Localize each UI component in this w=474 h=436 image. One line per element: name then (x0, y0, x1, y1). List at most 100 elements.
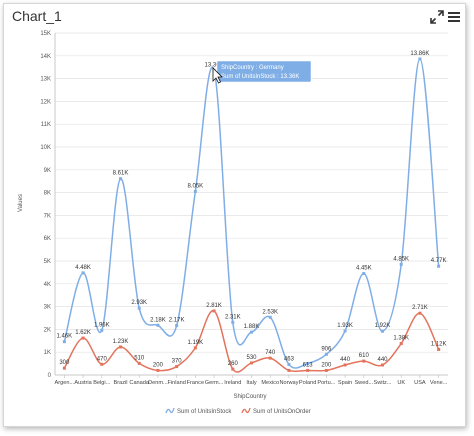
data-label: 200 (321, 362, 332, 368)
data-label: 1.38K (393, 336, 409, 342)
x-axis: Argen... Austria Belgi... Brazil Canada Denm.… (55, 375, 448, 386)
tooltip-line-1: ShipCountry : Germany (221, 65, 284, 71)
x-axis-label: ShipCountry (233, 394, 266, 400)
hamburger-menu-icon[interactable] (447, 10, 461, 24)
data-point[interactable] (175, 365, 179, 369)
y-tick-label: 13K (40, 77, 51, 83)
x-tick-label: Vene... (430, 380, 448, 386)
data-point[interactable] (156, 368, 160, 372)
data-point[interactable] (268, 356, 272, 360)
data-point[interactable] (399, 262, 403, 266)
x-tick-label: Spain (338, 380, 352, 386)
data-label: 613 (303, 362, 314, 368)
data-point[interactable] (175, 324, 179, 328)
data-point[interactable] (81, 336, 85, 340)
data-label: 300 (59, 360, 70, 366)
data-point[interactable] (437, 347, 441, 351)
y-tick-label: 7K (44, 213, 51, 219)
y-tick-label: 10K (40, 145, 51, 151)
x-tick-label: Mexico (261, 380, 279, 386)
data-point[interactable] (250, 361, 253, 365)
data-point[interactable] (306, 368, 310, 372)
data-point[interactable] (137, 306, 141, 310)
x-tick-label: Norway (279, 380, 298, 386)
data-point[interactable] (119, 177, 122, 181)
data-point[interactable] (362, 272, 366, 276)
x-tick-label: Swed... (354, 380, 373, 386)
data-label: 4.85K (393, 256, 409, 262)
data-label: 1.46K (57, 334, 73, 340)
x-tick-label: Switz... (373, 380, 391, 386)
x-tick-label: USA (414, 380, 426, 386)
y-tick-label: 11K (41, 122, 51, 128)
data-point[interactable] (324, 368, 328, 372)
data-point[interactable] (193, 346, 197, 350)
chart-series (62, 57, 441, 373)
x-tick-label: Argen... (55, 380, 75, 386)
data-label: 1.88K (244, 324, 260, 330)
data-point[interactable] (437, 264, 441, 268)
data-label: 13.86K (410, 51, 429, 57)
data-point[interactable] (193, 189, 197, 193)
legend-label[interactable]: Sum of UnitsOnOrder (253, 409, 311, 415)
data-point[interactable] (62, 340, 66, 344)
x-tick-label: Denm... (148, 380, 168, 386)
data-label: 370 (172, 359, 183, 365)
data-point[interactable] (100, 328, 104, 332)
data-label: 1.96K (94, 322, 110, 328)
data-point[interactable] (343, 329, 347, 333)
data-point[interactable] (212, 309, 216, 313)
legend-label[interactable]: Sum of UnitsInStock (177, 409, 232, 415)
data-point[interactable] (381, 363, 384, 367)
data-point[interactable] (362, 359, 366, 363)
data-point[interactable] (231, 320, 235, 324)
data-label: 510 (134, 355, 145, 361)
data-label: 530 (246, 355, 257, 361)
data-point[interactable] (287, 362, 291, 366)
chart-legend: Sum of UnitsInStock Sum of UnitsOnOrder (165, 407, 311, 415)
tooltip-line-2: Sum of UnitsInStock : 13.36K (221, 74, 299, 80)
data-point[interactable] (287, 368, 291, 372)
data-label: 463 (284, 356, 295, 362)
x-tick-label: Austria (74, 380, 92, 386)
data-label: 1.62K (75, 330, 91, 336)
x-tick-label: Finland (167, 380, 185, 386)
y-tick-label: 6K (44, 236, 51, 242)
data-point[interactable] (418, 57, 422, 61)
data-point[interactable] (306, 362, 310, 366)
mouse-cursor-icon (212, 67, 223, 84)
expand-icon[interactable] (430, 10, 444, 24)
data-point[interactable] (62, 366, 66, 370)
data-label: 1.92K (375, 323, 391, 329)
data-point[interactable] (399, 342, 403, 346)
data-label: 440 (340, 357, 351, 363)
data-label: 2.53K (262, 309, 278, 315)
x-tick-label: Poland (299, 380, 316, 386)
data-point[interactable] (231, 367, 235, 371)
data-point[interactable] (418, 311, 422, 315)
x-tick-label: France (187, 380, 204, 386)
data-point[interactable] (250, 330, 253, 334)
data-label: 4.48K (75, 265, 91, 271)
data-label: 2.81K (206, 303, 222, 309)
data-point[interactable] (268, 315, 272, 319)
data-point[interactable] (81, 271, 85, 275)
data-point[interactable] (137, 361, 141, 365)
y-tick-label: 8K (44, 191, 51, 197)
data-point[interactable] (100, 362, 104, 366)
data-point[interactable] (343, 363, 347, 367)
data-point[interactable] (381, 329, 384, 333)
x-tick-label: Canada (129, 380, 149, 386)
data-point[interactable] (156, 323, 160, 327)
data-label: 2.18K (150, 317, 166, 323)
data-point[interactable] (324, 352, 328, 356)
data-point[interactable] (119, 345, 122, 349)
y-tick-label: 4K (44, 282, 51, 288)
y-axis: 0 1K 2K 3K 4K 5K 6K 7K 8K 9K 10K 11K 12K 13K 14K 15K (40, 31, 51, 379)
data-label: 260 (228, 361, 239, 367)
x-tick-label: Italy (246, 380, 256, 386)
data-label: 740 (265, 350, 276, 356)
legend-marker (241, 407, 251, 414)
data-label: 470 (97, 356, 108, 362)
